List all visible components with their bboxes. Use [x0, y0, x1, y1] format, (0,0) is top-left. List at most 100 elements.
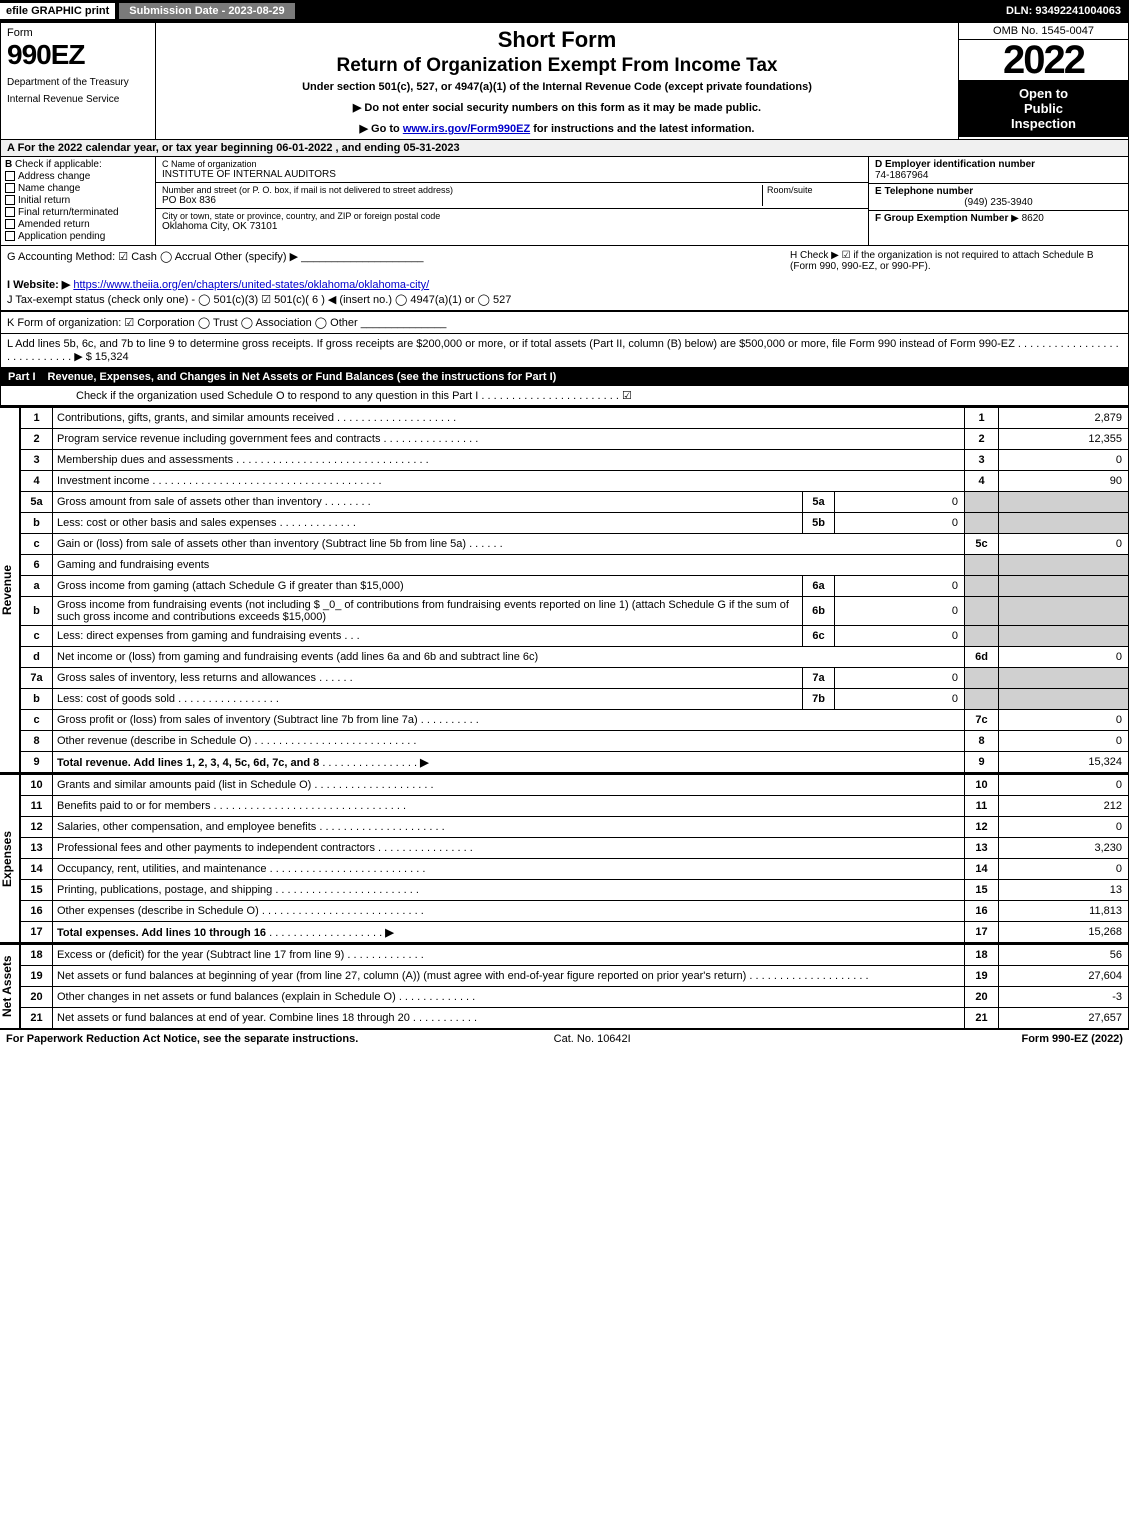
submission-date: Submission Date - 2023-08-29 [119, 3, 294, 19]
line-15: 15Printing, publications, postage, and s… [21, 880, 1129, 901]
cb-application-pending[interactable]: Application pending [5, 231, 151, 242]
form-header: Form 990EZ Department of the Treasury In… [0, 22, 1129, 140]
footer-paperwork: For Paperwork Reduction Act Notice, see … [6, 1033, 358, 1045]
line-6a: aGross income from gaming (attach Schedu… [21, 576, 1129, 597]
line-6c: cLess: direct expenses from gaming and f… [21, 626, 1129, 647]
section-ghijk: G Accounting Method: ☑ Cash ◯ Accrual Ot… [0, 246, 1129, 311]
revenue-table: 1Contributions, gifts, grants, and simil… [20, 407, 1129, 773]
revenue-section: Revenue 1Contributions, gifts, grants, a… [0, 406, 1129, 773]
dept-irs: Internal Revenue Service [7, 94, 149, 105]
d-ein-cell: D Employer identification number 74-1867… [869, 157, 1128, 184]
title-return: Return of Organization Exempt From Incom… [164, 55, 950, 77]
revenue-side-label: Revenue [0, 407, 20, 773]
c-name-label: C Name of organization [162, 159, 862, 169]
line-5c: cGain or (loss) from sale of assets othe… [21, 534, 1129, 555]
title-short-form: Short Form [164, 27, 950, 53]
line-19: 19Net assets or fund balances at beginni… [21, 966, 1129, 987]
c-city-label: City or town, state or province, country… [162, 211, 862, 221]
f-group-cell: F Group Exemption Number ▶ 8620 [869, 211, 1128, 226]
line-10: 10Grants and similar amounts paid (list … [21, 775, 1129, 796]
org-street: PO Box 836 [162, 195, 762, 206]
line-7b: bLess: cost of goods sold . . . . . . . … [21, 689, 1129, 710]
e-phone-cell: E Telephone number (949) 235-3940 [869, 184, 1128, 211]
line-6d: dNet income or (loss) from gaming and fu… [21, 647, 1129, 668]
note-goto: ▶ Go to www.irs.gov/Form990EZ for instru… [164, 122, 950, 135]
netassets-side-label: Net Assets [0, 944, 20, 1029]
expenses-side-label: Expenses [0, 774, 20, 943]
j-tax-exempt: J Tax-exempt status (check only one) - ◯… [7, 293, 1122, 306]
line-5a: 5aGross amount from sale of assets other… [21, 492, 1129, 513]
line-8: 8Other revenue (describe in Schedule O) … [21, 731, 1129, 752]
cb-address-change[interactable]: Address change [5, 171, 151, 182]
goto-pre: ▶ Go to [360, 123, 403, 135]
header-mid: Short Form Return of Organization Exempt… [156, 23, 958, 139]
line-6: 6Gaming and fundraising events [21, 555, 1129, 576]
tax-year: 2022 [959, 40, 1128, 80]
l-gross-receipts: L Add lines 5b, 6c, and 7b to line 9 to … [0, 334, 1129, 368]
open-line1: Open to [963, 86, 1124, 101]
netassets-table: 18Excess or (deficit) for the year (Subt… [20, 944, 1129, 1029]
line-6b: bGross income from fundraising events (n… [21, 597, 1129, 626]
line-1: 1Contributions, gifts, grants, and simil… [21, 408, 1129, 429]
page-footer: For Paperwork Reduction Act Notice, see … [0, 1029, 1129, 1048]
c-name-cell: C Name of organization INSTITUTE OF INTE… [156, 157, 868, 183]
open-line2: Public [963, 101, 1124, 116]
cb-name-change[interactable]: Name change [5, 183, 151, 194]
line-4: 4Investment income . . . . . . . . . . .… [21, 471, 1129, 492]
room-label: Room/suite [767, 185, 862, 195]
line-16: 16Other expenses (describe in Schedule O… [21, 901, 1129, 922]
line-9: 9Total revenue. Add lines 1, 2, 3, 4, 5c… [21, 752, 1129, 773]
cb-initial-return[interactable]: Initial return [5, 195, 151, 206]
line-2: 2Program service revenue including gover… [21, 429, 1129, 450]
line-12: 12Salaries, other compensation, and empl… [21, 817, 1129, 838]
c-city-cell: City or town, state or province, country… [156, 209, 868, 234]
cb-final-return[interactable]: Final return/terminated [5, 207, 151, 218]
line-5b: bLess: cost or other basis and sales exp… [21, 513, 1129, 534]
irs-link[interactable]: www.irs.gov/Form990EZ [403, 123, 530, 135]
line-18: 18Excess or (deficit) for the year (Subt… [21, 945, 1129, 966]
k-form-org: K Form of organization: ☑ Corporation ◯ … [0, 311, 1129, 334]
net-assets-section: Net Assets 18Excess or (deficit) for the… [0, 943, 1129, 1029]
part1-header: Part I Revenue, Expenses, and Changes in… [0, 368, 1129, 386]
c-street-cell: Number and street (or P. O. box, if mail… [156, 183, 868, 209]
header-right: OMB No. 1545-0047 2022 Open to Public In… [958, 23, 1128, 139]
efile-label[interactable]: efile GRAPHIC print [0, 3, 115, 19]
line-21: 21Net assets or fund balances at end of … [21, 1008, 1129, 1029]
line-7c: cGross profit or (loss) from sales of in… [21, 710, 1129, 731]
subtitle: Under section 501(c), 527, or 4947(a)(1)… [164, 81, 950, 93]
section-bcdef: B Check if applicable: Address change Na… [0, 157, 1129, 246]
org-city: Oklahoma City, OK 73101 [162, 221, 862, 232]
i-website: I Website: ▶ https://www.theiia.org/en/c… [7, 278, 1122, 291]
top-bar: efile GRAPHIC print Submission Date - 20… [0, 0, 1129, 22]
footer-form: Form 990-EZ (2022) [1021, 1033, 1122, 1045]
website-link[interactable]: https://www.theiia.org/en/chapters/unite… [73, 279, 429, 291]
dept-treasury: Department of the Treasury [7, 77, 149, 88]
part1-title: Revenue, Expenses, and Changes in Net As… [48, 371, 557, 383]
open-inspection: Open to Public Inspection [959, 80, 1128, 137]
form-label: Form [7, 27, 149, 39]
dln: DLN: 93492241004063 [998, 3, 1129, 19]
header-left: Form 990EZ Department of the Treasury In… [1, 23, 156, 139]
line-7a: 7aGross sales of inventory, less returns… [21, 668, 1129, 689]
part1-label: Part I [8, 371, 48, 383]
note-ssn: ▶ Do not enter social security numbers o… [164, 101, 950, 114]
col-b: B Check if applicable: Address change Na… [1, 157, 156, 245]
g-accounting: G Accounting Method: ☑ Cash ◯ Accrual Ot… [7, 250, 782, 272]
footer-catno: Cat. No. 10642I [554, 1033, 631, 1045]
group-exemption-value: ▶ 8620 [1011, 213, 1044, 224]
c-street-label: Number and street (or P. O. box, if mail… [162, 185, 762, 195]
f-label: F Group Exemption Number [875, 213, 1008, 224]
d-label: D Employer identification number [875, 159, 1122, 170]
phone-value: (949) 235-3940 [875, 197, 1122, 208]
h-schedule-b: H Check ▶ ☑ if the organization is not r… [782, 250, 1122, 272]
line-14: 14Occupancy, rent, utilities, and mainte… [21, 859, 1129, 880]
b-label: B [5, 159, 12, 170]
line-13: 13Professional fees and other payments t… [21, 838, 1129, 859]
row-a-tax-year: A For the 2022 calendar year, or tax yea… [0, 140, 1129, 157]
col-c: C Name of organization INSTITUTE OF INTE… [156, 157, 868, 245]
line-20: 20Other changes in net assets or fund ba… [21, 987, 1129, 1008]
cb-amended-return[interactable]: Amended return [5, 219, 151, 230]
e-label: E Telephone number [875, 186, 1122, 197]
ein-value: 74-1867964 [875, 170, 1122, 181]
goto-post: for instructions and the latest informat… [530, 123, 754, 135]
